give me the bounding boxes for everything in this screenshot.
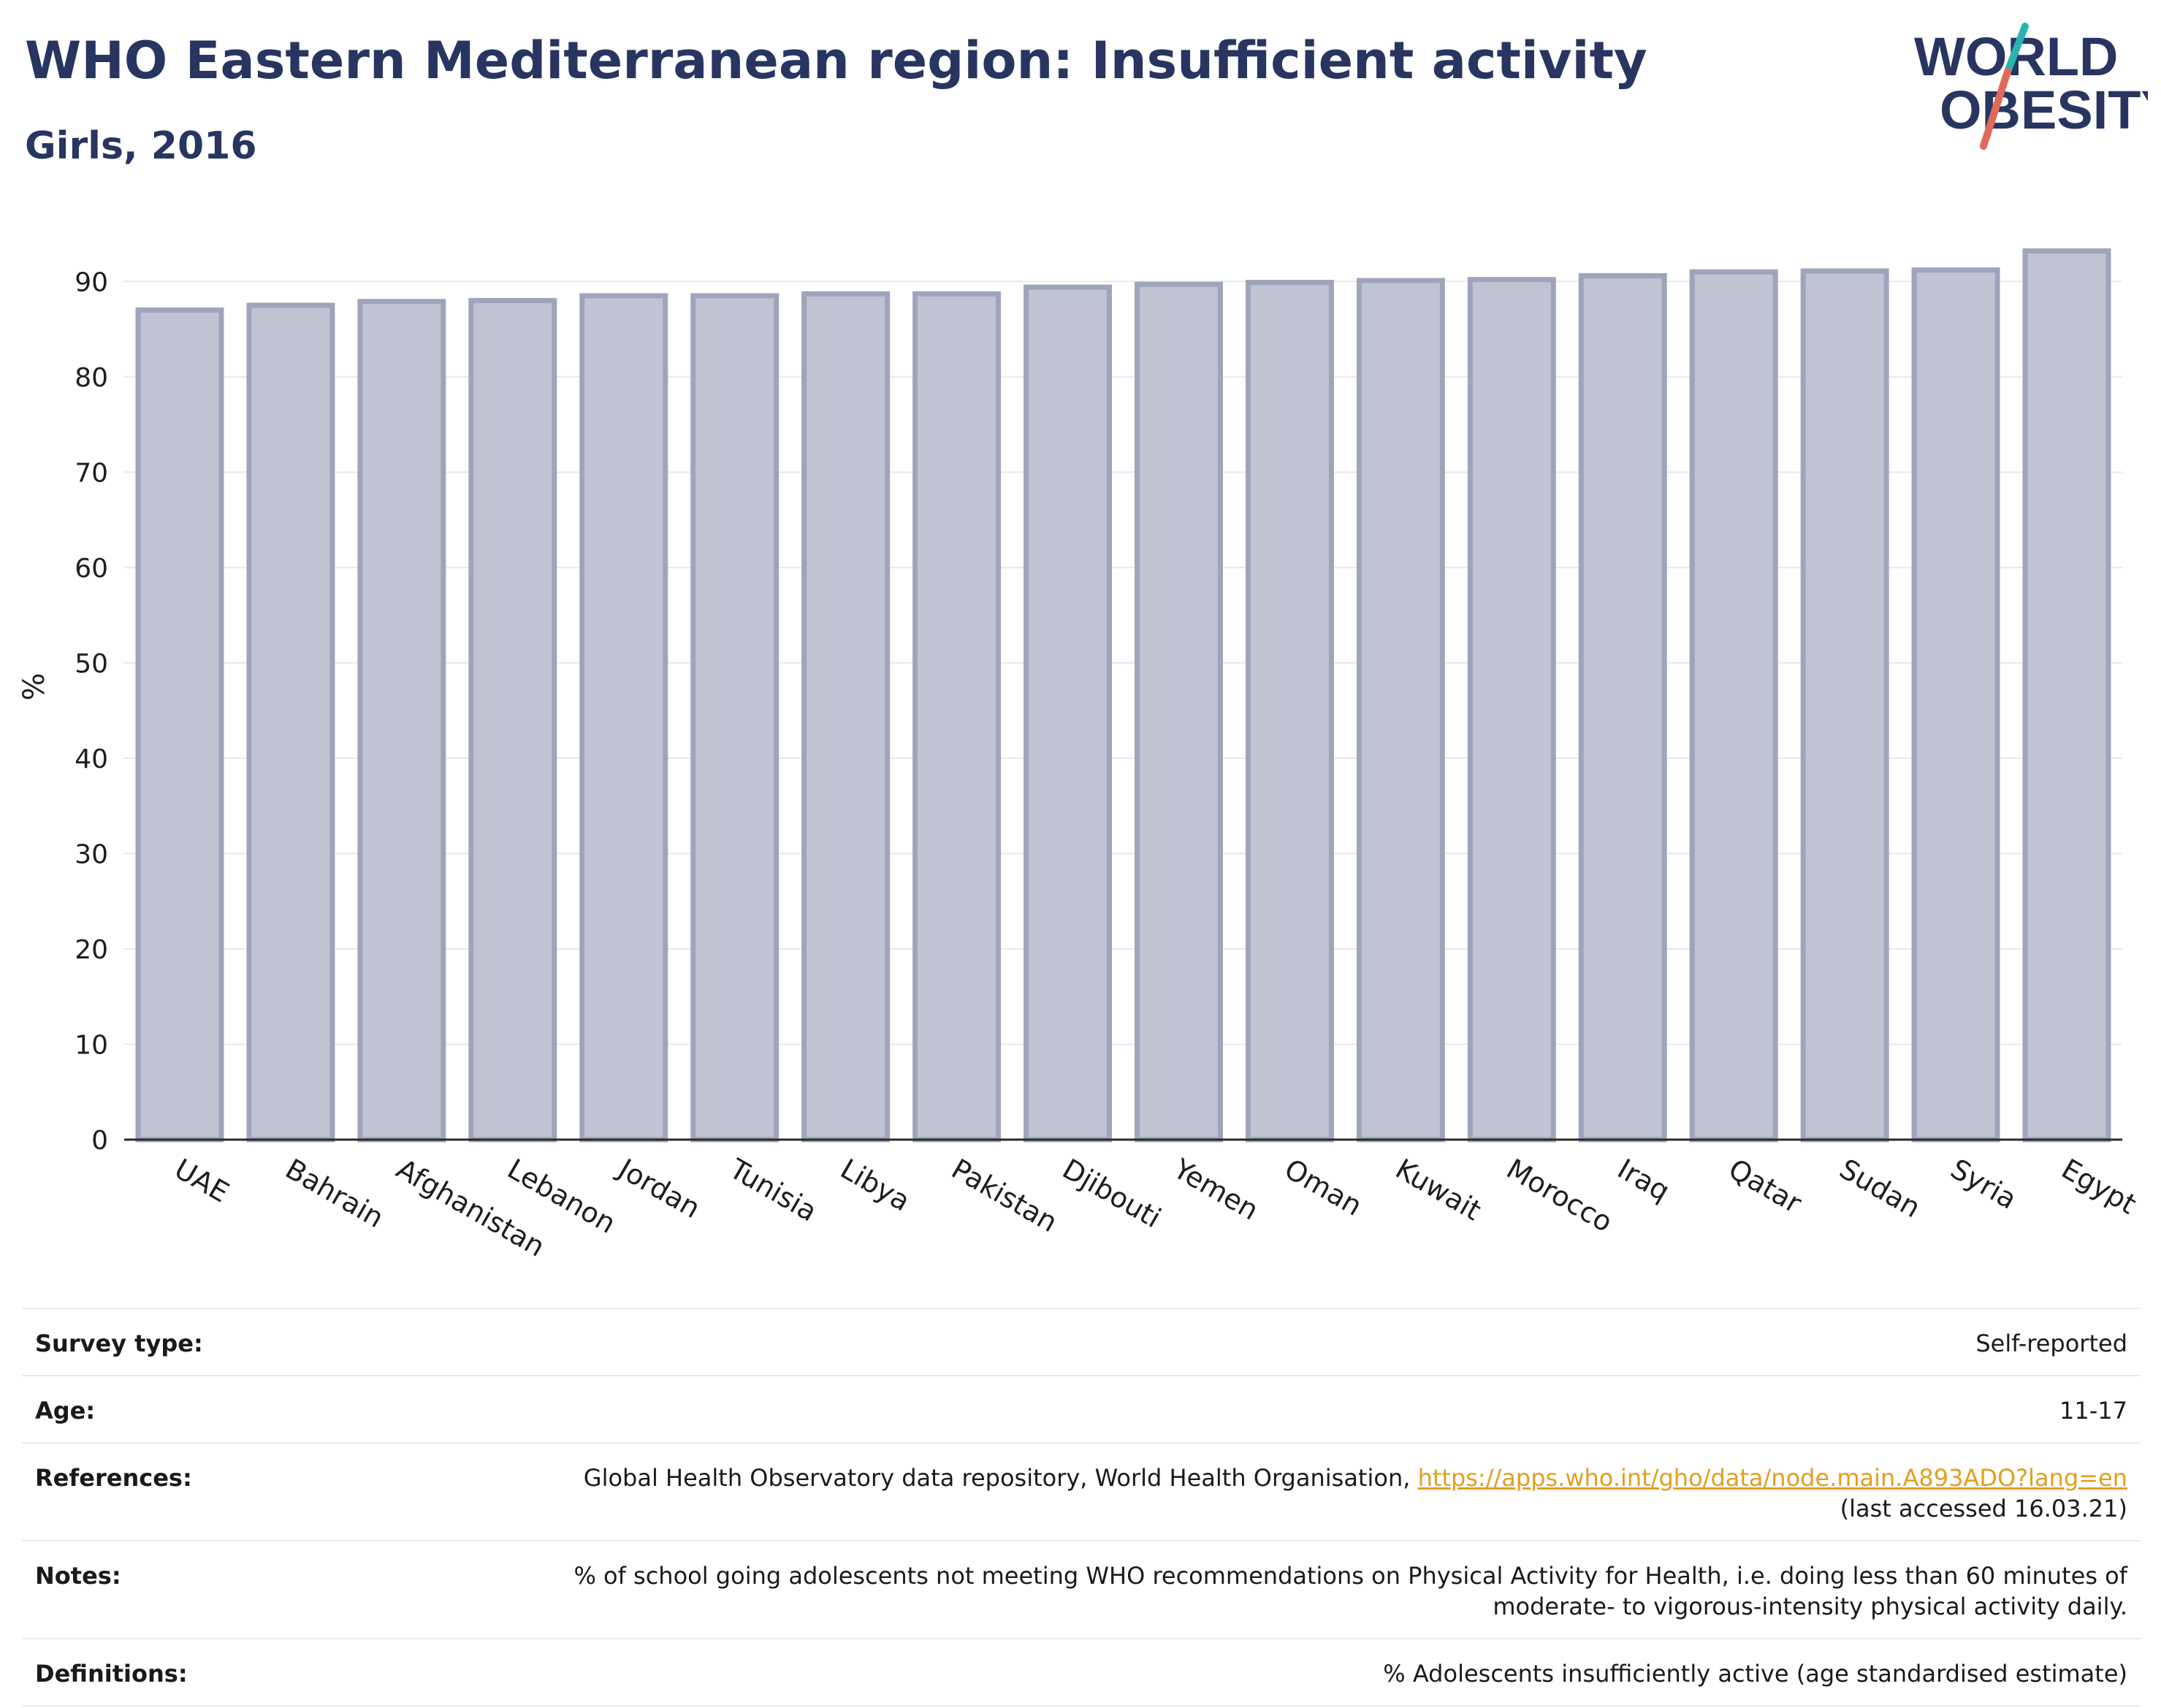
page-subtitle: Girls, 2016 [25, 124, 257, 168]
x-tick-label: Yemen [1167, 1152, 1264, 1227]
y-axis-ticks: 0 10 20 30 40 50 60 70 80 90 [75, 267, 108, 1156]
notes-label: Notes: [35, 1562, 121, 1590]
bar-libya [801, 291, 891, 1143]
bar-djibouti [1024, 284, 1113, 1143]
y-tick-label: 50 [75, 649, 108, 679]
y-tick-label: 40 [75, 744, 108, 774]
bar-pakistan [912, 291, 1002, 1143]
x-tick-label: Jordan [612, 1152, 706, 1225]
references-accessed: (last accessed 16.03.21) [1840, 1495, 2127, 1522]
y-tick-label: 90 [75, 267, 108, 297]
references-text: Global Health Observatory data repositor… [583, 1464, 1418, 1492]
meta-row-notes: Notes: % of school going adolescents not… [22, 1540, 2141, 1638]
y-tick-label: 70 [75, 458, 108, 488]
x-tick-label: Djibouti [1057, 1153, 1167, 1235]
references-link[interactable]: https://apps.who.int/gho/data/node.main.… [1417, 1464, 2127, 1492]
y-axis-label: % [18, 673, 51, 701]
x-tick-label: Iraq [1612, 1153, 1675, 1208]
bar-lebanon [468, 297, 557, 1143]
x-tick-label: Sudan [1834, 1153, 1926, 1224]
references-label: References: [35, 1464, 192, 1492]
world-obesity-logo: WORLD OBESITY [1914, 23, 2148, 150]
bar-morocco [1467, 277, 1556, 1143]
age-value: 11-17 [2059, 1397, 2127, 1425]
x-tick-label: Tunisia [723, 1152, 822, 1228]
definitions-label: Definitions: [35, 1660, 188, 1688]
bar-bahrain [246, 302, 335, 1143]
y-tick-label: 80 [75, 363, 108, 393]
bar-afghanistan [357, 299, 446, 1143]
meta-row-age: Age: 11-17 [22, 1375, 2141, 1442]
y-tick-label: 20 [75, 935, 108, 965]
x-tick-label: Qatar [1723, 1153, 1807, 1220]
bars [135, 248, 2111, 1143]
x-tick-label: Morocco [1501, 1153, 1618, 1239]
grid-lines [124, 281, 2122, 1045]
references-value: Global Health Observatory data repositor… [584, 1463, 2127, 1524]
notes-line-1: % of school going adolescents not meetin… [573, 1562, 2127, 1590]
bar-oman [1245, 280, 1334, 1143]
x-tick-label: UAE [169, 1153, 234, 1209]
notes-value: % of school going adolescents not meetin… [573, 1560, 2127, 1622]
bar-tunisia [690, 293, 780, 1143]
y-tick-label: 10 [75, 1030, 108, 1060]
x-tick-label: Pakistan [946, 1153, 1063, 1239]
notes-line-2: moderate- to vigorous-intensity physical… [1493, 1593, 2127, 1620]
bar-iraq [1578, 272, 1667, 1143]
x-tick-label: Egypt [2057, 1153, 2142, 1221]
y-tick-label: 60 [75, 554, 108, 584]
bar-egypt [2022, 248, 2111, 1143]
bar-uae [135, 307, 224, 1143]
logo-text-obesity: OBESITY [1940, 80, 2148, 140]
y-tick-label: 0 [91, 1126, 108, 1156]
x-tick-label: Libya [835, 1153, 915, 1218]
logo-slash-red [1980, 68, 2011, 150]
bar-jordan [579, 293, 668, 1143]
x-tick-label: Bahrain [280, 1153, 389, 1235]
page-title: WHO Eastern Mediterranean region: Insuff… [25, 31, 1647, 91]
definitions-value: % Adolescents insufficiently active (age… [1383, 1660, 2127, 1688]
bar-sudan [1800, 268, 1889, 1143]
x-tick-label: Oman [1279, 1153, 1368, 1222]
bar-syria [1911, 267, 2000, 1143]
y-tick-label: 30 [75, 839, 108, 869]
meta-row-survey-type: Survey type: Self-reported [22, 1308, 2141, 1375]
survey-type-value: Self-reported [1975, 1330, 2127, 1357]
survey-type-label: Survey type: [35, 1330, 203, 1357]
meta-row-references: References: Global Health Observatory da… [22, 1442, 2141, 1540]
metadata-table: Survey type: Self-reported Age: 11-17 Re… [22, 1308, 2141, 1707]
x-tick-label: Kuwait [1390, 1153, 1487, 1227]
meta-row-definitions: Definitions: % Adolescents insufficientl… [22, 1638, 2141, 1707]
bar-yemen [1134, 281, 1223, 1143]
logo-slash-teal [2004, 23, 2029, 75]
age-label: Age: [35, 1397, 96, 1425]
bar-kuwait [1356, 278, 1445, 1143]
x-tick-label: Syria [1945, 1153, 2022, 1216]
bar-qatar [1689, 269, 1778, 1143]
